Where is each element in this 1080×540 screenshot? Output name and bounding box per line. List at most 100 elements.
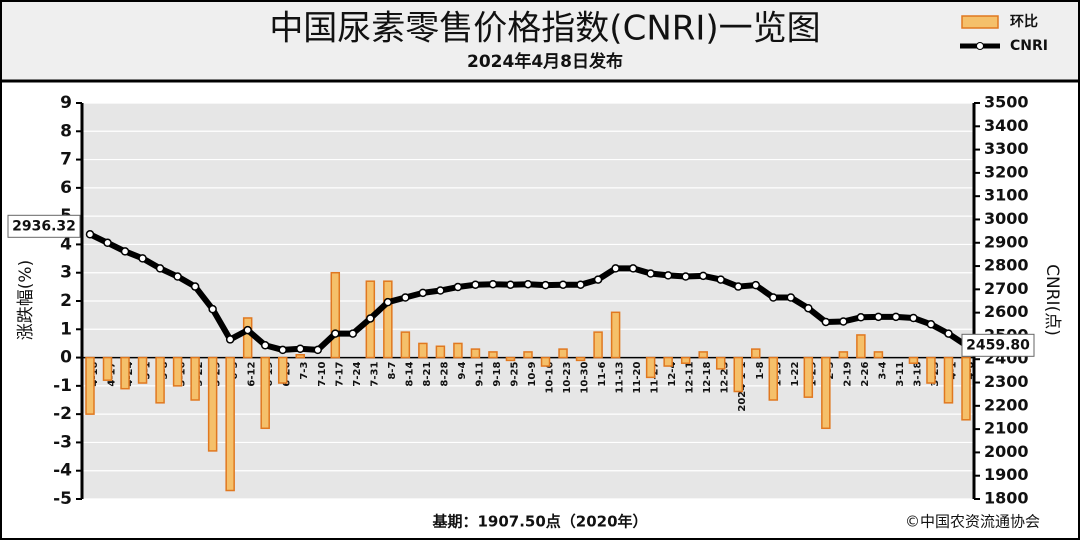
- bar: [961, 356, 971, 421]
- x-tick-label: 10-9: [527, 362, 538, 387]
- bar: [645, 356, 656, 379]
- source: ©中国农资流通协会: [905, 513, 1040, 531]
- cnri-marker: [646, 269, 655, 278]
- bar: [190, 356, 200, 401]
- x-tick-label: 10-16: [545, 362, 556, 394]
- bar: [505, 356, 516, 362]
- x-tick-label: 12-18: [702, 362, 713, 394]
- y-tick-label: 8: [60, 121, 72, 141]
- x-tick-label: 11-6: [597, 362, 608, 387]
- legend-swatch: [961, 15, 999, 29]
- bar: [435, 345, 446, 359]
- cnri-marker: [401, 293, 410, 302]
- x-tick-label: 9-11: [474, 362, 485, 387]
- x-tick-label: 11-13: [615, 362, 626, 394]
- cnri-marker: [839, 317, 848, 326]
- y-tick-label: 9: [60, 93, 72, 113]
- chart-subtitle: 2024年4月8日发布: [467, 51, 623, 72]
- x-tick-label: 9-18: [492, 362, 503, 387]
- cnri-marker: [436, 286, 445, 295]
- y-tick-label: 2: [60, 291, 72, 311]
- y-tick-label: -1: [53, 376, 72, 396]
- x-tick-label: 12-4: [667, 362, 678, 387]
- bar: [803, 356, 814, 398]
- bar: [733, 356, 743, 393]
- cnri-marker: [944, 329, 953, 338]
- bar: [453, 342, 463, 359]
- cnri-marker: [471, 280, 480, 289]
- cnri-marker: [103, 238, 112, 248]
- cnri-marker: [85, 230, 95, 239]
- cnri-marker: [681, 272, 690, 281]
- cnri-marker: [558, 280, 568, 289]
- bar: [260, 356, 270, 430]
- bar: [207, 356, 218, 452]
- bar: [102, 356, 113, 381]
- cnri-marker: [926, 320, 936, 329]
- cnri-marker: [418, 288, 428, 298]
- cnri-marker: [155, 264, 165, 273]
- y-axis-label: 涨跌幅(%): [16, 260, 36, 340]
- bar: [242, 317, 253, 359]
- cnri-marker: [190, 282, 200, 291]
- y2-tick-label: 1800: [984, 489, 1029, 508]
- bar: [663, 356, 673, 367]
- cnri-marker: [506, 280, 515, 289]
- y2-tick-label: 2800: [984, 256, 1029, 275]
- cnri-marker: [295, 344, 305, 354]
- x-tick-label: 3-4: [877, 362, 888, 380]
- bar: [575, 356, 586, 362]
- cnri-marker: [313, 345, 323, 355]
- x-tick-label: 10-23: [562, 362, 573, 394]
- cnri-marker: [208, 304, 217, 314]
- bar: [523, 351, 533, 359]
- y-tick-label: 1: [60, 319, 72, 339]
- y-tick-label: 7: [60, 150, 72, 170]
- bar: [418, 342, 428, 359]
- bar: [85, 356, 95, 415]
- footnote: 基期：1907.50点（2020年）: [431, 513, 647, 531]
- y2-tick-label: 3400: [984, 116, 1029, 135]
- cnri-marker: [173, 272, 182, 281]
- bar: [856, 334, 866, 359]
- y2-tick-label: 3000: [984, 209, 1029, 228]
- x-tick-label: 7-31: [369, 362, 380, 387]
- bar: [225, 356, 235, 492]
- cnri-marker: [804, 303, 813, 313]
- cnri-marker: [488, 279, 498, 289]
- cnri-marker: [663, 271, 673, 280]
- bar: [295, 353, 305, 359]
- y2-axis-label: CNRI(点): [1042, 264, 1062, 336]
- y2-tick-label: 3100: [984, 186, 1029, 205]
- y2-tick-label: 2100: [984, 419, 1029, 438]
- value-label-box: [961, 333, 1035, 357]
- bar: [558, 348, 568, 359]
- x-tick-label: 9-4: [457, 362, 468, 380]
- bar: [593, 331, 603, 359]
- y2-tick-label: 2900: [984, 232, 1029, 251]
- x-tick-label: 8-28: [439, 362, 450, 387]
- value-label: 2459.80: [966, 337, 1030, 353]
- bar: [838, 351, 849, 359]
- y-tick-label: 6: [60, 178, 72, 198]
- header: [2, 2, 1078, 80]
- y-tick-label: 0: [60, 348, 72, 368]
- bar: [821, 356, 831, 430]
- y-tick-label: 3: [60, 263, 72, 283]
- bar: [768, 356, 779, 401]
- cnri-marker: [453, 282, 463, 292]
- bar: [680, 356, 691, 364]
- y2-tick-label: 2200: [984, 395, 1029, 414]
- x-tick-label: 3-11: [895, 362, 906, 387]
- bar: [137, 356, 148, 384]
- bar: [400, 331, 411, 359]
- cnri-marker: [786, 293, 796, 302]
- cnri-marker: [698, 271, 708, 281]
- cnri-marker: [611, 264, 620, 273]
- x-tick-label: 10-30: [580, 362, 591, 394]
- y-tick-label: -5: [53, 489, 72, 509]
- bar: [383, 280, 393, 359]
- bar: [155, 356, 165, 404]
- y2-tick-label: 2000: [984, 442, 1029, 461]
- y2-tick-label: 2600: [984, 302, 1029, 321]
